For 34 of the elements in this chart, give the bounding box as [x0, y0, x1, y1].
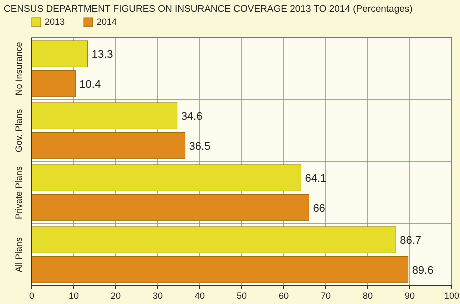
bar — [32, 164, 302, 192]
x-tick-label: 10 — [68, 291, 80, 301]
data-label: 34.6 — [181, 110, 203, 123]
x-tick-label: 0 — [29, 291, 35, 301]
x-tick-label: 70 — [320, 291, 332, 301]
bar — [32, 40, 88, 68]
x-tick-label: 100 — [444, 291, 460, 301]
data-label: 10.4 — [80, 78, 102, 91]
y-tick-label: Private Plans — [14, 166, 24, 220]
bar — [32, 102, 178, 130]
data-label: 86.7 — [400, 234, 422, 247]
legend-label: 2013 — [45, 17, 66, 28]
bar — [32, 70, 76, 98]
bar — [32, 256, 409, 284]
y-tick-label: No Insurance — [14, 42, 24, 96]
legend-label: 2014 — [97, 17, 118, 28]
x-tick-label: 40 — [194, 291, 206, 301]
data-label: 64.1 — [305, 172, 327, 185]
bar — [32, 132, 186, 160]
x-tick-label: 80 — [362, 291, 374, 301]
data-label: 36.5 — [189, 140, 211, 153]
data-label: 89.6 — [412, 264, 434, 277]
bar — [32, 226, 396, 254]
chart-title: CENSUS DEPARTMENT FIGURES ON INSURANCE COVERAGE 2013 TO 2014 (Percentages) — [4, 4, 413, 15]
y-tick-label: All Plans — [14, 236, 24, 273]
x-tick-label: 50 — [236, 291, 248, 301]
bar — [32, 194, 310, 222]
x-tick-label: 60 — [278, 291, 290, 301]
x-tick-label: 90 — [404, 291, 416, 301]
y-tick-label: Gov. Plans — [14, 108, 24, 153]
data-label: 66 — [313, 202, 326, 215]
x-tick-label: 30 — [152, 291, 164, 301]
data-label: 13.3 — [92, 48, 114, 61]
x-tick-label: 20 — [110, 291, 122, 301]
